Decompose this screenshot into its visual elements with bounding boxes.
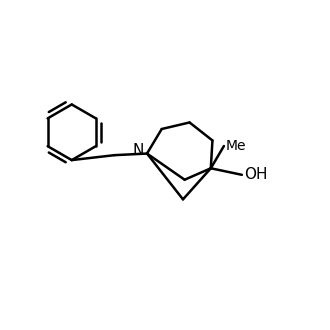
Text: OH: OH: [244, 167, 267, 182]
Text: Me: Me: [226, 139, 247, 153]
Text: N: N: [132, 144, 144, 158]
